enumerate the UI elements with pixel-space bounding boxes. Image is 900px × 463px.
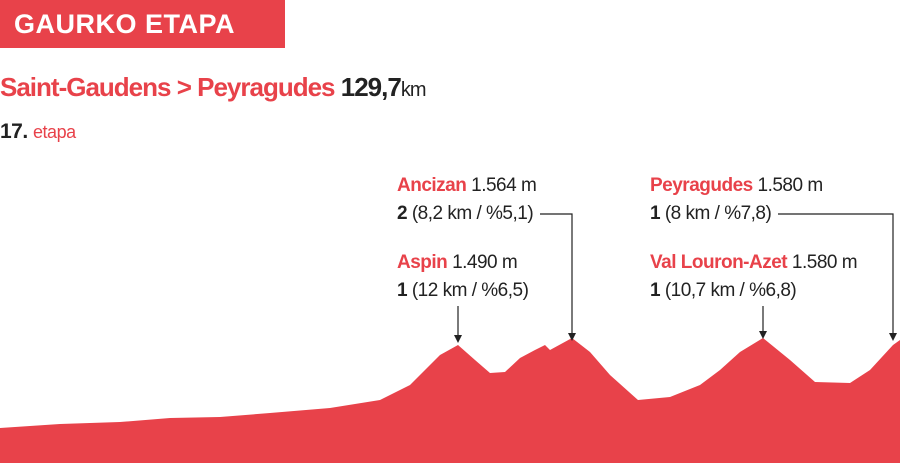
climb: Aspin 1.490 m <box>397 252 518 274</box>
climb-info: 1 (8 km / %7,8) <box>650 203 772 225</box>
climb-info: 2 (8,2 km / %5,1) <box>397 203 534 225</box>
distance: 129,7 <box>340 72 402 102</box>
climb-category: 2 <box>397 203 408 224</box>
climb-detail: (8,2 km / %5,1) <box>411 203 534 224</box>
climb: Ancizan 1.564 m <box>397 175 537 197</box>
badge: GAURKO ETAPA <box>0 0 285 48</box>
climb-detail: (12 km / %6,5) <box>411 280 529 301</box>
climb: Val Louron-Azet 1.580 m <box>650 252 858 274</box>
climb: Peyragudes 1.580 m <box>650 175 823 197</box>
stage-line: 17. etapa <box>0 120 76 144</box>
climb-category: 1 <box>397 280 408 301</box>
climb-category: 1 <box>650 203 661 224</box>
climb-altitude: 1.580 m <box>757 175 824 196</box>
stage-number: 17. <box>0 120 28 143</box>
route-line: Saint-Gaudens > Peyragudes 129,7km <box>0 72 426 103</box>
climb-detail: (8 km / %7,8) <box>664 203 772 224</box>
climb-altitude: 1.564 m <box>471 175 537 196</box>
climb-name: Ancizan <box>397 175 467 196</box>
climb-name: Val Louron-Azet <box>650 252 788 273</box>
climb-name: Aspin <box>397 252 448 273</box>
leaders <box>457 213 894 336</box>
climb-info: 1 (10,7 km / %6,8) <box>650 280 797 302</box>
stage-word: etapa <box>33 122 76 142</box>
climb-altitude: 1.490 m <box>452 252 518 273</box>
climb-detail: (10,7 km / %6,8) <box>664 280 797 301</box>
elevation-profile <box>0 338 900 463</box>
arrowheads <box>454 331 897 343</box>
distance-unit: km <box>400 79 427 101</box>
climb-info: 1 (12 km / %6,5) <box>397 280 529 302</box>
route: Saint-Gaudens > Peyragudes <box>0 72 336 102</box>
climb-altitude: 1.580 m <box>791 252 858 273</box>
climb-name: Peyragudes <box>650 175 753 196</box>
climb-category: 1 <box>650 280 661 301</box>
